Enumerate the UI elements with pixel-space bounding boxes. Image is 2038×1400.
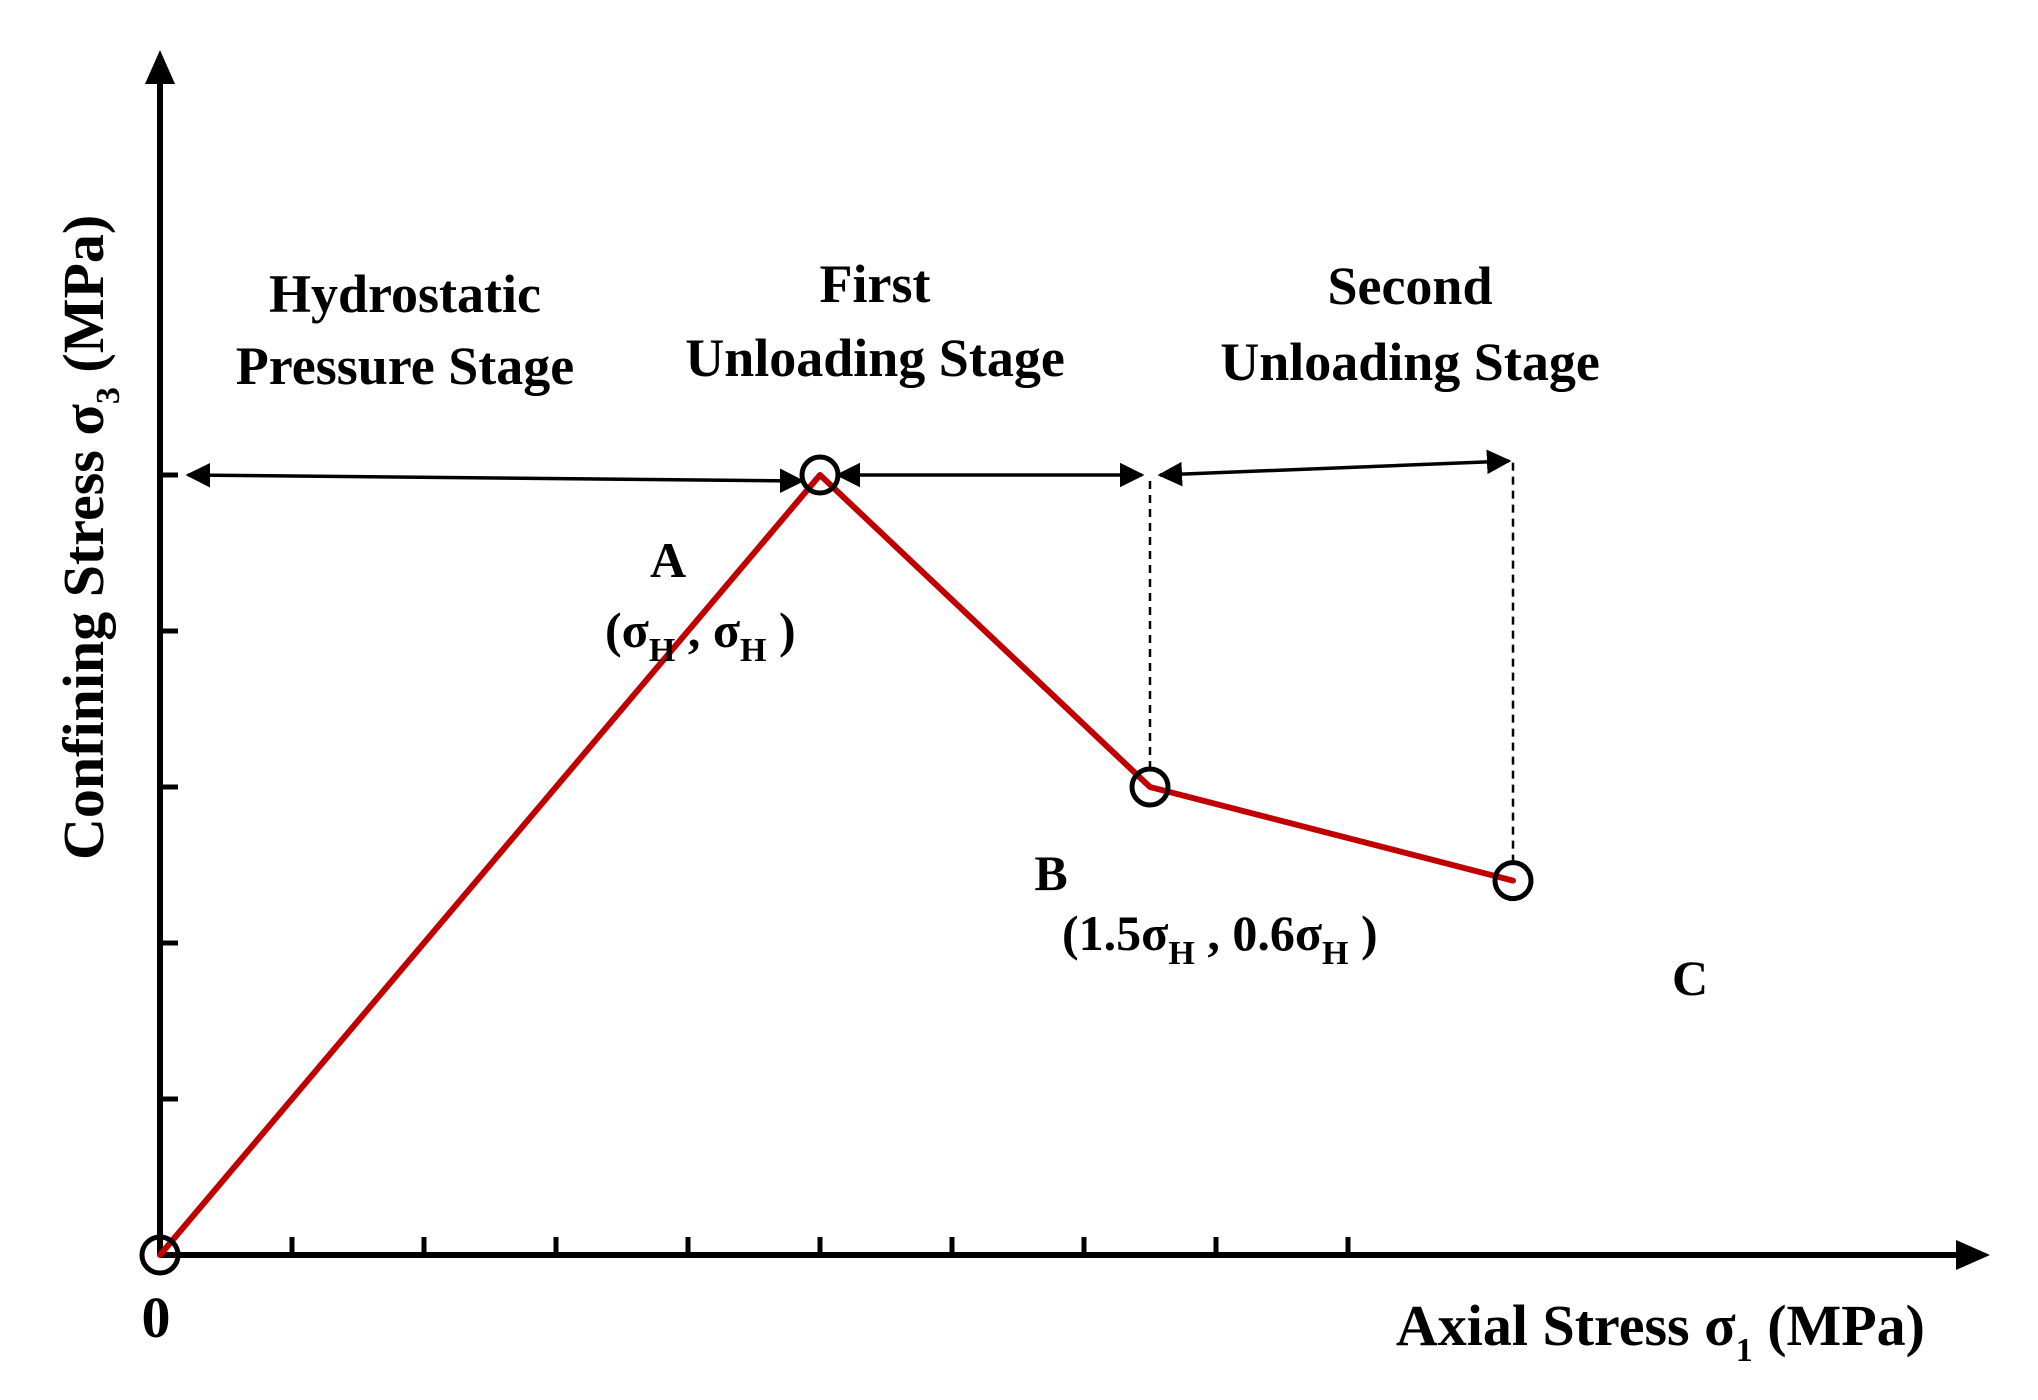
y-axis-title-sub: 3 xyxy=(90,387,127,404)
y-axis-title-unit: (MPa) xyxy=(51,215,116,387)
point-label-c: C xyxy=(1672,950,1708,1006)
points-layer xyxy=(139,454,1534,1276)
coord-a-seg-2: , σ xyxy=(675,602,740,658)
coord-b-seg-2: , 0.6σ xyxy=(1195,905,1322,961)
point-marker-b xyxy=(1129,766,1171,808)
coord-a-seg-4: ) xyxy=(766,602,795,658)
coord-label-b: (1.5σH , 0.6σH ) xyxy=(1062,905,1378,972)
y-axis-title-main: Confining Stress σ xyxy=(51,404,116,860)
coord-label-a: (σH , σH ) xyxy=(605,602,796,669)
coord-b-seg-3: H xyxy=(1322,935,1348,972)
point-marker-o xyxy=(139,1234,181,1276)
axes-layer xyxy=(145,50,1990,1270)
stage-arrow-2 xyxy=(1157,449,1512,487)
guide-layer xyxy=(185,449,1515,863)
stage-label-1-line-0: First xyxy=(820,254,931,314)
text-layer: 0 Axial Stress σ1 (MPa)Confining Stress σ… xyxy=(51,215,1925,1369)
stage-label-0-line-0: Hydrostatic xyxy=(269,264,541,324)
x-axis-title: Axial Stress σ1 (MPa) xyxy=(1396,1293,1925,1369)
coord-b-seg-0: (1.5σ xyxy=(1062,905,1168,961)
x-axis-title-main: Axial Stress σ xyxy=(1396,1293,1736,1358)
series-line-0 xyxy=(157,472,1516,1258)
point-marker-c xyxy=(1492,860,1534,902)
coord-a-seg-3: H xyxy=(740,632,766,669)
coord-a-seg-0: (σ xyxy=(605,602,649,658)
series-layer xyxy=(157,472,1516,1258)
coord-a-seg-1: H xyxy=(649,632,675,669)
stage-label-0-line-1: Pressure Stage xyxy=(236,336,574,396)
coord-b-seg-1: H xyxy=(1168,935,1194,972)
stage-label-2-line-0: Second xyxy=(1327,256,1492,316)
point-label-b: B xyxy=(1034,845,1067,901)
coord-b-seg-4: ) xyxy=(1348,905,1377,961)
stage-label-2-line-1: Unloading Stage xyxy=(1220,332,1600,392)
point-label-a: A xyxy=(650,532,686,588)
x-axis-arrow xyxy=(1956,1240,1990,1270)
y-axis-title: Confining Stress σ3 (MPa) xyxy=(51,215,127,860)
origin-label: 0 xyxy=(142,1285,171,1350)
y-axis-arrow xyxy=(145,50,175,84)
point-marker-a xyxy=(799,454,841,496)
stage-arrow-0 xyxy=(185,462,805,494)
stage-label-1-line-1: Unloading Stage xyxy=(685,328,1065,388)
x-axis-title-unit: (MPa) xyxy=(1753,1293,1925,1358)
x-axis-title-sub: 1 xyxy=(1736,1332,1753,1369)
